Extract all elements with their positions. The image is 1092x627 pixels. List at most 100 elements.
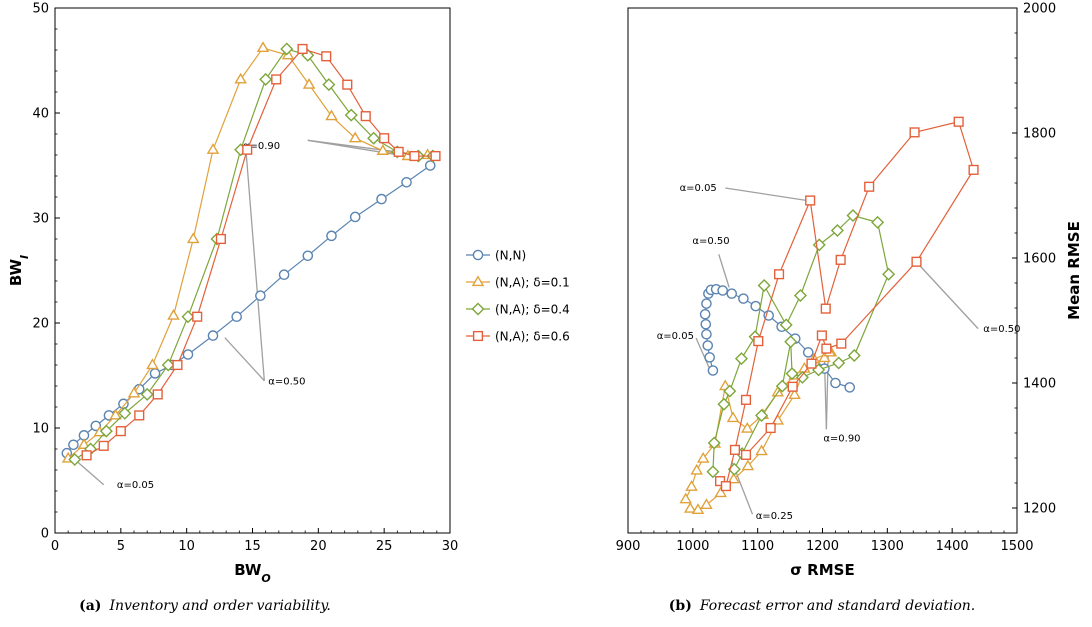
data-point — [322, 78, 336, 92]
data-point — [127, 386, 141, 398]
data-point — [846, 208, 860, 223]
annotation-label: α=0.50 — [983, 324, 1020, 335]
data-point — [717, 285, 728, 296]
x-tick-label: 10 — [178, 539, 195, 554]
data-point — [741, 421, 754, 433]
annotation-leader-line — [918, 264, 979, 330]
caption-a-tag: (a) — [79, 598, 101, 614]
data-point — [707, 365, 719, 376]
data-point — [393, 146, 404, 157]
data-point — [785, 367, 799, 381]
data-point — [115, 426, 126, 437]
legend-marker — [471, 275, 485, 287]
data-point — [325, 109, 338, 121]
legend-entry: (N,N) — [466, 249, 526, 263]
data-point — [302, 250, 314, 262]
data-point — [271, 74, 282, 85]
data-point — [231, 311, 242, 323]
data-point — [90, 420, 102, 432]
data-point — [793, 288, 807, 303]
chartA-plot-frame — [54, 7, 451, 534]
data-point — [683, 501, 697, 513]
annotation-label: α=0.50 — [692, 236, 729, 247]
annotation-leader-line — [74, 459, 105, 486]
data-point — [379, 133, 390, 144]
annotation-label: α=0.90 — [823, 434, 860, 445]
data-point — [152, 389, 163, 400]
data-point — [77, 438, 91, 449]
y-tick-label: 40 — [32, 107, 49, 122]
data-point — [99, 424, 113, 438]
data-point — [207, 330, 219, 341]
series-3 — [714, 116, 979, 492]
y-axis-label: BWI — [7, 255, 31, 286]
data-point — [882, 267, 896, 281]
data-point — [720, 481, 731, 492]
data-point — [281, 48, 295, 60]
data-point — [836, 338, 847, 349]
data-point — [81, 450, 92, 461]
caption-b-tag: (b) — [669, 598, 692, 614]
series-line — [67, 47, 428, 459]
data-point — [953, 116, 964, 127]
caption-a: (a) Inventory and order variability. — [79, 598, 331, 614]
data-point — [149, 368, 161, 379]
y-axis-label: Mean RMSE — [1065, 221, 1083, 320]
data-point — [679, 492, 692, 504]
annotation-label: α=0.90 — [243, 141, 280, 152]
data-point — [911, 256, 922, 267]
annotation-label: α=0.05 — [117, 480, 154, 491]
data-point — [734, 352, 748, 366]
data-point — [755, 444, 768, 456]
data-point — [699, 308, 711, 320]
data-point — [259, 72, 273, 86]
data-point — [376, 144, 390, 155]
legend-entry: (N,A); δ=0.1 — [466, 275, 570, 290]
x-tick-label: 5 — [117, 539, 125, 554]
data-point — [181, 310, 195, 324]
annotation-label: α=0.05 — [657, 331, 694, 342]
data-point — [376, 193, 387, 205]
series-3 — [81, 43, 441, 461]
annotation-leader-line — [224, 337, 265, 382]
legend: (N,N) (N,A); δ=0.1 (N,A); δ=0.4 (N,A); δ=0.… — [466, 249, 570, 344]
x-tick-label: 900 — [616, 539, 641, 554]
caption-b-text: Forecast error and standard deviation. — [699, 598, 975, 614]
annotation-label: α=0.05 — [680, 183, 717, 194]
annotations: α=0.05 α=0.50 α=0.05 α=0.50 α=0.90 α=0.25 — [657, 183, 1021, 522]
legend-label: (N,A); δ=0.4 — [495, 303, 570, 317]
data-point — [349, 211, 361, 223]
annotation-label: α=0.50 — [268, 376, 305, 387]
data-point — [864, 181, 875, 192]
data-point — [844, 382, 856, 393]
x-tick-label: 15 — [244, 539, 261, 554]
data-point — [167, 308, 180, 320]
y-tick-label: 20 — [32, 317, 49, 332]
data-point — [118, 406, 132, 420]
data-point — [297, 43, 308, 55]
data-point — [775, 379, 789, 393]
y-tick-label: 1200 — [1023, 502, 1056, 517]
data-point — [830, 377, 841, 389]
data-point — [401, 176, 412, 188]
x-tick-label: 0 — [51, 539, 59, 554]
data-point — [701, 328, 712, 340]
annotation-leader-line — [695, 337, 711, 371]
data-point — [835, 254, 846, 265]
data-point — [753, 336, 764, 347]
y-tick-label: 50 — [32, 2, 49, 17]
data-point — [140, 387, 154, 401]
data-point — [773, 269, 785, 280]
data-point — [909, 127, 920, 138]
data-point — [215, 233, 226, 245]
data-point — [242, 144, 253, 155]
data-point — [321, 51, 332, 62]
data-point — [802, 347, 814, 358]
annotations: α=0.90 α=0.50 α=0.05 — [74, 139, 430, 491]
data-point — [206, 143, 220, 154]
data-point — [750, 300, 762, 312]
x-tick-label: 1400 — [936, 539, 969, 554]
data-point — [738, 293, 749, 304]
legend-entry: (N,A); δ=0.4 — [466, 302, 570, 317]
data-point — [134, 410, 145, 421]
